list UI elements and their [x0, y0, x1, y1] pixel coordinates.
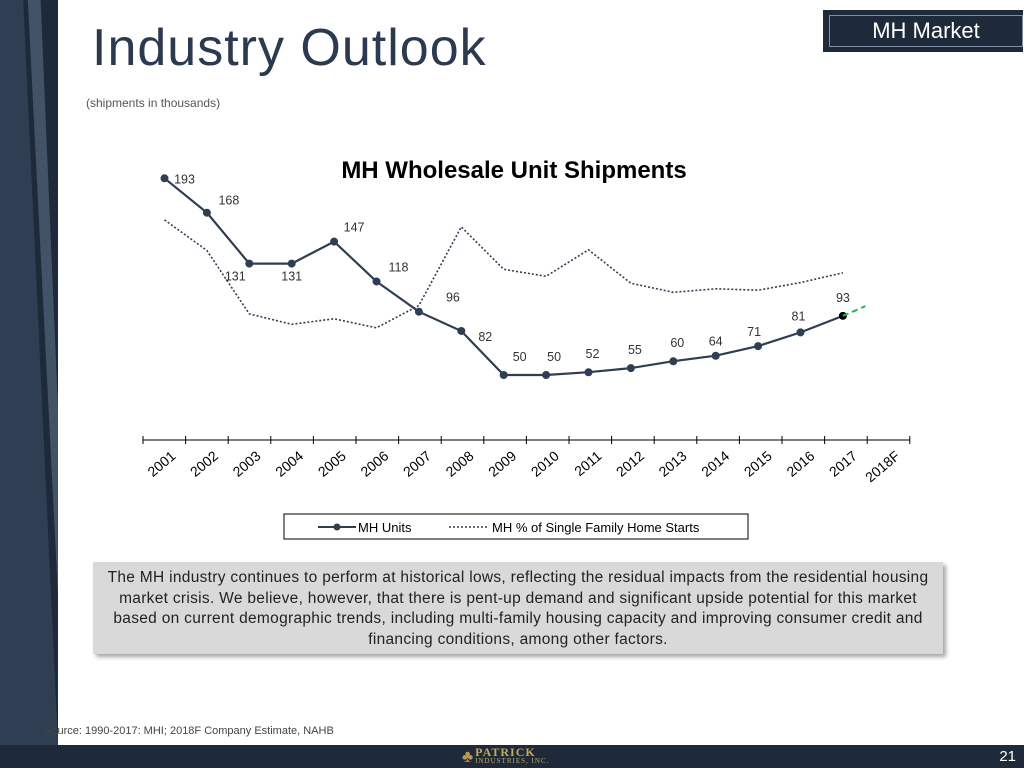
outlook-callout: The MH industry continues to perform at … [93, 562, 943, 654]
page-number: 21 [999, 748, 1016, 765]
data-label-2005: 147 [344, 221, 365, 235]
section-tab: MH Market [823, 10, 1023, 52]
units-point-2012 [626, 364, 635, 373]
legend-units-label: MH Units [358, 520, 412, 535]
legend-box [283, 513, 749, 540]
forecast-series-group [842, 305, 866, 317]
units-series-group [160, 174, 847, 379]
data-label-2002: 168 [218, 194, 239, 208]
x-tick-label-2011: 2011 [571, 447, 605, 479]
units-point-2010 [542, 371, 551, 379]
data-label-2010: 50 [547, 350, 561, 364]
data-label-2013: 60 [670, 336, 684, 350]
data-label-2009: 50 [513, 350, 527, 364]
legend-units-marker [333, 523, 341, 531]
x-tick-label-2001: 2001 [144, 447, 178, 479]
units-point-2015 [754, 342, 763, 351]
data-label-2008: 82 [478, 330, 492, 344]
x-tick-label-2012: 2012 [613, 447, 647, 479]
x-tick-label-2006: 2006 [357, 447, 391, 479]
company-logo: ♣ PATRICK INDUSTRIES, INC. [462, 745, 550, 767]
footer-bar: ♣ PATRICK INDUSTRIES, INC. 21 [0, 745, 1024, 768]
units-point-2006 [372, 277, 381, 286]
data-label-2003: 131 [225, 270, 246, 284]
data-label-2007: 96 [446, 291, 460, 305]
units-line [163, 177, 844, 377]
x-tick-label-2016: 2016 [783, 447, 817, 479]
x-tick-label-2003: 2003 [230, 447, 264, 479]
x-tick-label-2017: 2017 [826, 447, 860, 479]
units-point-2004 [287, 259, 296, 268]
x-tick-label-2004: 2004 [272, 447, 306, 479]
x-tick-label-2005: 2005 [315, 447, 349, 479]
section-tab-label: MH Market [829, 15, 1023, 47]
chart-title: MH Wholesale Unit Shipments [341, 157, 686, 184]
legend-pct-label: MH % of Single Family Home Starts [492, 520, 700, 535]
data-label-2004: 131 [281, 270, 302, 284]
units-point-2009 [499, 371, 508, 379]
x-tick-label-2002: 2002 [187, 447, 221, 479]
logo-tagline: INDUSTRIES, INC. [475, 757, 550, 765]
x-tick-label-2010: 2010 [528, 447, 562, 479]
x-axis: 2001 2002 2003 2004 2005 2006 2007 2008 2009 2010… [142, 436, 911, 486]
units-point-2002 [202, 208, 211, 217]
x-tick-label-2015: 2015 [741, 447, 775, 479]
data-label-2017: 93 [836, 291, 850, 305]
x-tick-label-2008: 2008 [443, 447, 477, 479]
units-point-2011 [584, 368, 593, 377]
data-label-2012: 55 [628, 343, 642, 357]
x-tick-label-2013: 2013 [656, 447, 690, 479]
left-decorative-band [0, 0, 58, 745]
forecast-line [842, 305, 866, 317]
units-point-2013 [669, 357, 678, 366]
logo-name: PATRICK [475, 745, 536, 759]
pct-line [164, 219, 844, 329]
units-point-2001 [160, 174, 169, 183]
page-title: Industry Outlook [92, 19, 487, 77]
units-point-2005 [330, 237, 339, 246]
units-point-2016 [796, 328, 805, 337]
pct-series-group [164, 219, 844, 329]
data-labels-group: 193 168 131 131 147 118 96 82 50 50 52 55 60 64 71 81 93 [174, 172, 850, 364]
data-label-2015: 71 [747, 325, 761, 339]
x-tick-label-2018F: 2018F [862, 448, 903, 486]
source-note: Source: 1990-2017: MHI; 2018F Company Es… [44, 725, 334, 737]
data-label-2014: 64 [709, 335, 723, 349]
data-label-2001: 193 [174, 172, 195, 186]
units-point-2003 [245, 259, 254, 268]
x-tick-label-2014: 2014 [698, 447, 732, 479]
shipments-chart: MH Wholesale Unit Shipments 193 168 131 131… [142, 157, 911, 540]
data-label-2011: 52 [586, 347, 600, 361]
units-point-2008 [457, 326, 466, 335]
x-tick-label-2007: 2007 [400, 447, 434, 479]
units-point-2014 [711, 351, 720, 360]
units-subtitle: (shipments in thousands) [86, 96, 221, 110]
data-label-2016: 81 [792, 309, 806, 323]
legend: MH Units MH % of Single Family Home Start… [283, 513, 749, 540]
x-tick-label-2009: 2009 [485, 447, 519, 479]
data-label-2006: 118 [389, 260, 409, 274]
clover-icon: ♣ [462, 747, 474, 766]
units-point-2007 [414, 307, 423, 316]
